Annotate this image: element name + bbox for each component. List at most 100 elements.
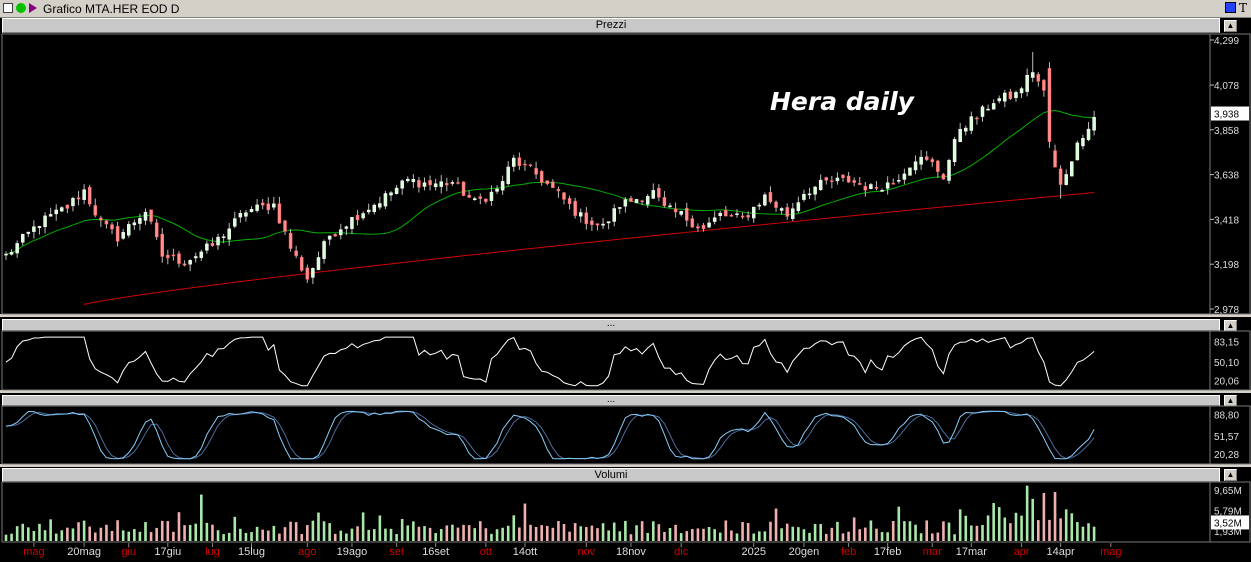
candle: [121, 232, 125, 239]
window-titlebar: Grafico MTA.HER EOD D T: [0, 0, 1251, 18]
volume-bar: [322, 521, 326, 541]
volume-bar: [456, 527, 460, 541]
candle: [763, 194, 767, 206]
scale-button[interactable]: ▲: [1224, 20, 1237, 32]
volume-y-axis[interactable]: [1209, 481, 1251, 543]
candle: [383, 193, 388, 207]
arrow-icon[interactable]: [29, 3, 37, 13]
volume-bar: [612, 522, 616, 541]
candle: [1025, 74, 1029, 92]
square-icon[interactable]: [1224, 2, 1236, 13]
chart-canvas[interactable]: 4,299 4,078 3,858 3,638 3,418 3,198 2,978 Hera …: [0, 18, 1251, 562]
candle: [266, 203, 271, 211]
volume-bar: [624, 520, 627, 541]
price-plot-area[interactable]: [1, 33, 1211, 315]
candle: [1086, 128, 1091, 140]
volume-bar: [551, 527, 555, 541]
volume-bar: [852, 517, 856, 541]
candle: [20, 234, 25, 243]
candle: [746, 215, 750, 218]
candle: [171, 254, 176, 257]
window-icon[interactable]: [3, 3, 13, 13]
volume-bar: [222, 534, 225, 541]
candle: [657, 187, 661, 198]
volume-bar: [272, 525, 276, 541]
volume-bar: [350, 528, 354, 541]
volume-bar: [629, 534, 633, 541]
last-volume-box: [1211, 515, 1249, 530]
candle: [71, 198, 75, 207]
x-axis-tick-label: 20gen: [789, 546, 820, 558]
candle: [601, 223, 605, 226]
volume-plot-area[interactable]: [1, 481, 1211, 543]
panel-separator[interactable]: [0, 314, 1251, 317]
volume-bar: [27, 527, 30, 541]
panel-separator[interactable]: [0, 390, 1251, 393]
volume-bar: [651, 521, 655, 541]
candle: [372, 204, 377, 212]
candle: [32, 226, 36, 232]
oscillator-1-plot-area[interactable]: [1, 330, 1211, 391]
price-y-tick-label: 3,638: [1214, 171, 1239, 182]
candle: [227, 228, 231, 240]
candle: [65, 204, 70, 209]
volume-bar: [82, 520, 86, 541]
candle: [645, 196, 650, 205]
volume-bar: [200, 494, 203, 541]
volume-bar: [1059, 518, 1062, 541]
x-axis-tick-label: giu: [121, 546, 136, 558]
candle: [874, 186, 879, 189]
candle: [802, 193, 806, 200]
volume-bar: [43, 530, 47, 541]
candle: [707, 222, 711, 228]
candle: [149, 209, 153, 222]
volume-bar: [133, 529, 136, 541]
volume-y-tick-label: 5,79M: [1214, 506, 1242, 517]
panel-separator[interactable]: [0, 464, 1251, 467]
candle: [249, 209, 254, 213]
volume-bar: [903, 521, 906, 541]
candle: [562, 192, 566, 200]
candle: [500, 181, 505, 191]
candle: [221, 236, 226, 238]
candle: [433, 183, 438, 188]
candle: [461, 181, 466, 196]
oscillator-2-y-axis[interactable]: [1209, 405, 1251, 465]
t-icon[interactable]: T: [1238, 1, 1247, 15]
volume-bar: [244, 532, 248, 541]
candle: [322, 241, 326, 259]
volume-bar: [668, 527, 672, 541]
scale-button[interactable]: ▲: [1224, 469, 1237, 481]
volume-bar: [763, 531, 767, 541]
candle: [924, 156, 929, 161]
volume-bar: [1070, 513, 1074, 541]
candle: [651, 190, 656, 199]
candle: [634, 199, 639, 204]
volume-bar: [523, 503, 527, 541]
green-dot-icon[interactable]: [16, 3, 26, 13]
volume-bar: [255, 526, 259, 541]
volume-bar: [970, 525, 973, 541]
candle: [696, 226, 700, 229]
volume-bar: [93, 532, 97, 541]
candle: [82, 189, 86, 200]
oscillator-1-y-axis[interactable]: [1209, 330, 1251, 391]
volume-bar: [596, 528, 599, 541]
candle: [210, 243, 215, 247]
volume-bar: [635, 525, 638, 541]
volume-bar: [975, 525, 979, 541]
candle: [785, 207, 789, 217]
candle: [662, 197, 667, 207]
chart-annotation: Hera daily: [770, 87, 916, 116]
volume-bar: [691, 529, 694, 541]
candle: [729, 214, 734, 217]
candle: [143, 211, 148, 221]
price-y-axis[interactable]: [1209, 33, 1251, 315]
candle: [679, 211, 683, 215]
oscillator-1-y-tick-label: 50,10: [1214, 358, 1239, 369]
volume-bar: [752, 533, 756, 541]
candle: [573, 200, 577, 216]
candle: [902, 173, 907, 180]
volume-bar: [49, 519, 52, 541]
candle: [283, 220, 287, 232]
